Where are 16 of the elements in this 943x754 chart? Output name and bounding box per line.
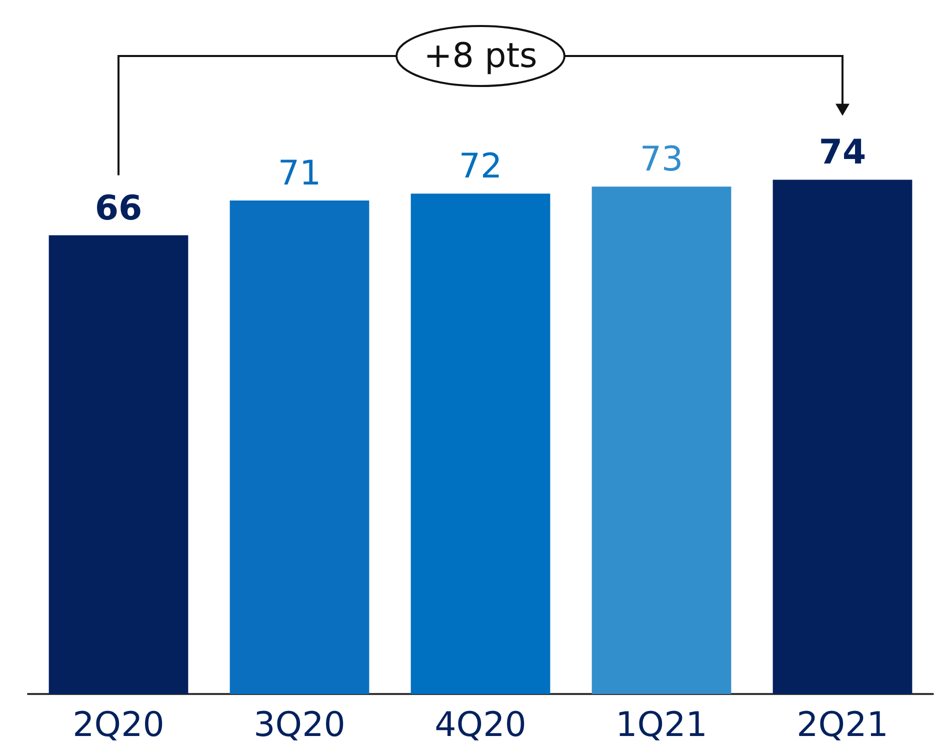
data-label: 66	[94, 188, 142, 228]
x-tick-label: 4Q20	[434, 705, 526, 745]
data-label: 71	[278, 154, 322, 194]
data-label: 74	[818, 132, 866, 173]
bar	[410, 194, 550, 694]
text: +8 pts	[424, 36, 538, 76]
bar	[48, 235, 188, 694]
data-label: 72	[458, 146, 502, 187]
x-tick-label: 2Q21	[796, 705, 888, 745]
bar	[592, 186, 732, 694]
x-tick-label: 3Q20	[254, 705, 346, 745]
bar	[772, 180, 912, 694]
x-tick-label: 1Q21	[616, 705, 708, 745]
x-tick-label: 2Q20	[72, 705, 164, 745]
data-label: 73	[640, 140, 684, 180]
bar	[230, 200, 370, 694]
